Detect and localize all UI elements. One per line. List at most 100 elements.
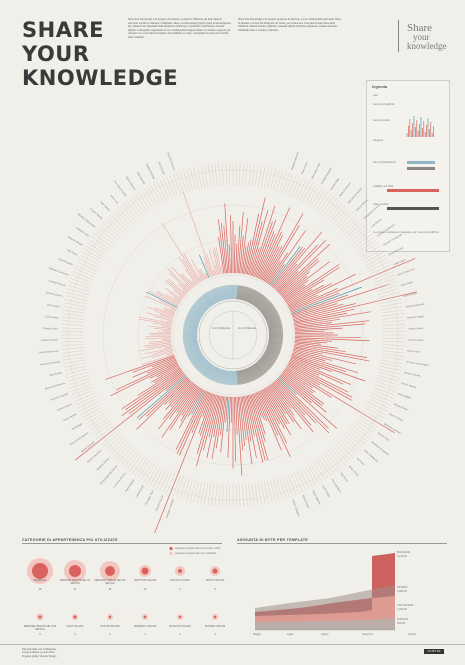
voce-label: Gabriele D'Annunzio [48, 267, 69, 277]
radial-bar [250, 394, 266, 442]
category-value: 48 [38, 589, 42, 591]
name-tick [379, 295, 401, 301]
voce-label: Tiziano Vecellio [62, 413, 78, 422]
inner-band-segment [221, 369, 226, 384]
radial-bar [157, 331, 172, 333]
name-tick [66, 292, 88, 298]
name-tick [299, 469, 310, 490]
inner-band-segment [191, 354, 204, 364]
growth-heading: AGGIUNTA DI BYTE PER TEMPLATE [237, 538, 447, 544]
radial-bar [149, 290, 179, 307]
voce-label: Ferruccio Lamborghini [406, 360, 430, 367]
inner-band-segment [217, 369, 223, 383]
inner-band-segment [250, 291, 259, 305]
inner-band-segment [189, 308, 203, 317]
radial-bar [286, 288, 313, 305]
inner-band-segment [246, 368, 253, 382]
inner-band-segment [227, 285, 230, 300]
radial-bar [272, 247, 306, 288]
inner-band-segment [237, 370, 240, 385]
radial-bar [173, 297, 181, 303]
radial-bar [294, 320, 370, 329]
voce-label: Ettore Sottsass [312, 490, 322, 506]
name-tick [64, 366, 87, 371]
name-tick [140, 461, 153, 481]
inner-band-segment [257, 298, 268, 310]
inner-band-segment [219, 369, 224, 384]
name-tick [350, 228, 368, 242]
inner-band-segment [183, 342, 198, 346]
inner-band-segment [262, 355, 275, 364]
inner-band-segment [199, 361, 210, 374]
inner-band-segment [267, 322, 282, 327]
radial-bar [191, 392, 210, 433]
month-label-4: Ottobre [408, 633, 416, 636]
radial-bar [178, 256, 198, 285]
radial-bar [294, 343, 346, 353]
name-tick [245, 163, 248, 186]
inner-band-segment [259, 301, 271, 312]
name-tick [62, 356, 85, 361]
voce-label: Camillo Olivetti [408, 327, 424, 330]
radial-bar [129, 372, 184, 415]
radial-bar [288, 361, 319, 376]
radial-bar [294, 342, 339, 349]
radial-bar [199, 393, 215, 436]
inner-band-segment [248, 290, 256, 303]
voce-label: Giovanni Pascoli [48, 280, 65, 287]
name-tick [328, 202, 343, 220]
inner-band-segment [211, 289, 219, 303]
inner-band-segment [261, 304, 274, 314]
name-tick [310, 463, 323, 483]
radial-bar [277, 270, 299, 292]
radial-bar [191, 389, 205, 415]
name-tick [85, 245, 105, 258]
inner-band-segment [267, 345, 281, 351]
inner-band-segment [267, 343, 282, 348]
radial-bar [280, 271, 311, 296]
name-tick [373, 387, 395, 396]
radial-bar [166, 352, 174, 356]
series-value-1: 1,965 KB [397, 590, 407, 593]
name-tick [87, 242, 107, 255]
inner-band-segment [254, 294, 264, 307]
inner-band-segment [262, 306, 275, 316]
inner-band-segment [183, 324, 198, 328]
month-label-1: Luglio [287, 633, 294, 636]
name-tick [82, 407, 102, 418]
name-tick [107, 437, 124, 453]
voce-label: Primo Levi [109, 194, 119, 204]
radial-bar [255, 230, 275, 278]
name-tick [137, 459, 151, 479]
name-tick [356, 420, 375, 434]
radial-bar [256, 233, 276, 278]
radial-bar [264, 387, 288, 425]
radial-bar [282, 372, 325, 405]
inner-band-segment [268, 340, 283, 344]
radial-bar [154, 311, 174, 318]
name-tick [340, 439, 356, 456]
radial-bar [136, 378, 189, 430]
inner-band-segment [266, 316, 280, 323]
inner-band-segment [265, 349, 279, 356]
inner-band-segment [245, 368, 252, 382]
radial-bar [294, 332, 334, 335]
series-label-1: INFOBOX [397, 586, 408, 589]
name-tick [68, 285, 90, 292]
radial-bar [287, 284, 325, 306]
name-tick [78, 401, 99, 412]
inner-band-segment [264, 351, 278, 360]
name-tick [77, 261, 98, 272]
name-tick [333, 446, 349, 463]
radial-bar [289, 288, 338, 311]
radial-bar [167, 278, 187, 295]
radial-bar [145, 335, 172, 338]
inner-band-segment [194, 302, 206, 313]
radial-bar [75, 373, 185, 461]
radial-bar [179, 273, 193, 289]
inner-band-segment [241, 369, 246, 384]
inner-band-segment [186, 347, 200, 354]
name-tick [70, 278, 92, 286]
radial-bar [260, 234, 284, 280]
radial-bar [283, 284, 306, 300]
